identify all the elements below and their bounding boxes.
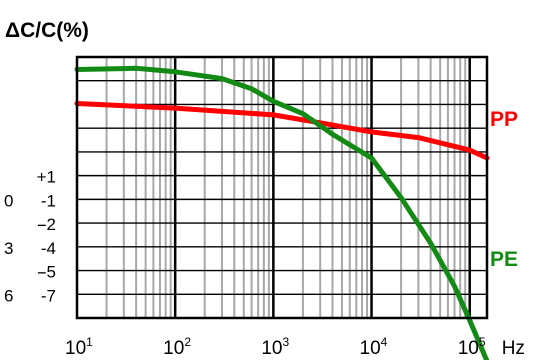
x-tick-label: 102 bbox=[163, 335, 191, 359]
plot-frame bbox=[75, 55, 489, 320]
x-tick-label: 105 bbox=[458, 335, 486, 359]
y-tick-label: 6 bbox=[4, 286, 13, 305]
plot-border bbox=[75, 55, 489, 320]
y-tick-label: - bbox=[37, 263, 43, 282]
y-tick-label: -2 bbox=[41, 215, 56, 234]
grid bbox=[77, 57, 487, 318]
x-tick-labels: 101 102 103 104 105 Hz bbox=[65, 335, 525, 359]
y-tick-label: -5 bbox=[41, 263, 56, 282]
y-tick-label: +1 bbox=[37, 168, 56, 187]
series-label-pp: PP bbox=[490, 108, 518, 131]
y-tick-labels: +10 -1-2-3 -4-5-6 -7 bbox=[4, 168, 56, 306]
x-tick-label: 101 bbox=[65, 335, 93, 359]
series-line-pe bbox=[74, 65, 490, 360]
series-line-pp bbox=[74, 101, 490, 161]
x-tick-label: 103 bbox=[261, 335, 289, 359]
y-tick-label: 0 bbox=[4, 191, 13, 210]
y-tick-label: -1 bbox=[41, 191, 56, 210]
series-layer bbox=[74, 65, 490, 360]
chart-title: ΔC/C(%) bbox=[5, 19, 89, 42]
x-unit-label: Hz bbox=[502, 338, 525, 359]
y-tick-label: -7 bbox=[41, 286, 56, 305]
series-labels: PP PE bbox=[490, 108, 518, 271]
y-tick-label: - bbox=[37, 215, 43, 234]
y-tick-label: 3 bbox=[4, 239, 13, 258]
series-label-pe: PE bbox=[490, 248, 518, 271]
y-tick-label: -4 bbox=[41, 239, 56, 258]
x-tick-label: 104 bbox=[360, 335, 388, 359]
